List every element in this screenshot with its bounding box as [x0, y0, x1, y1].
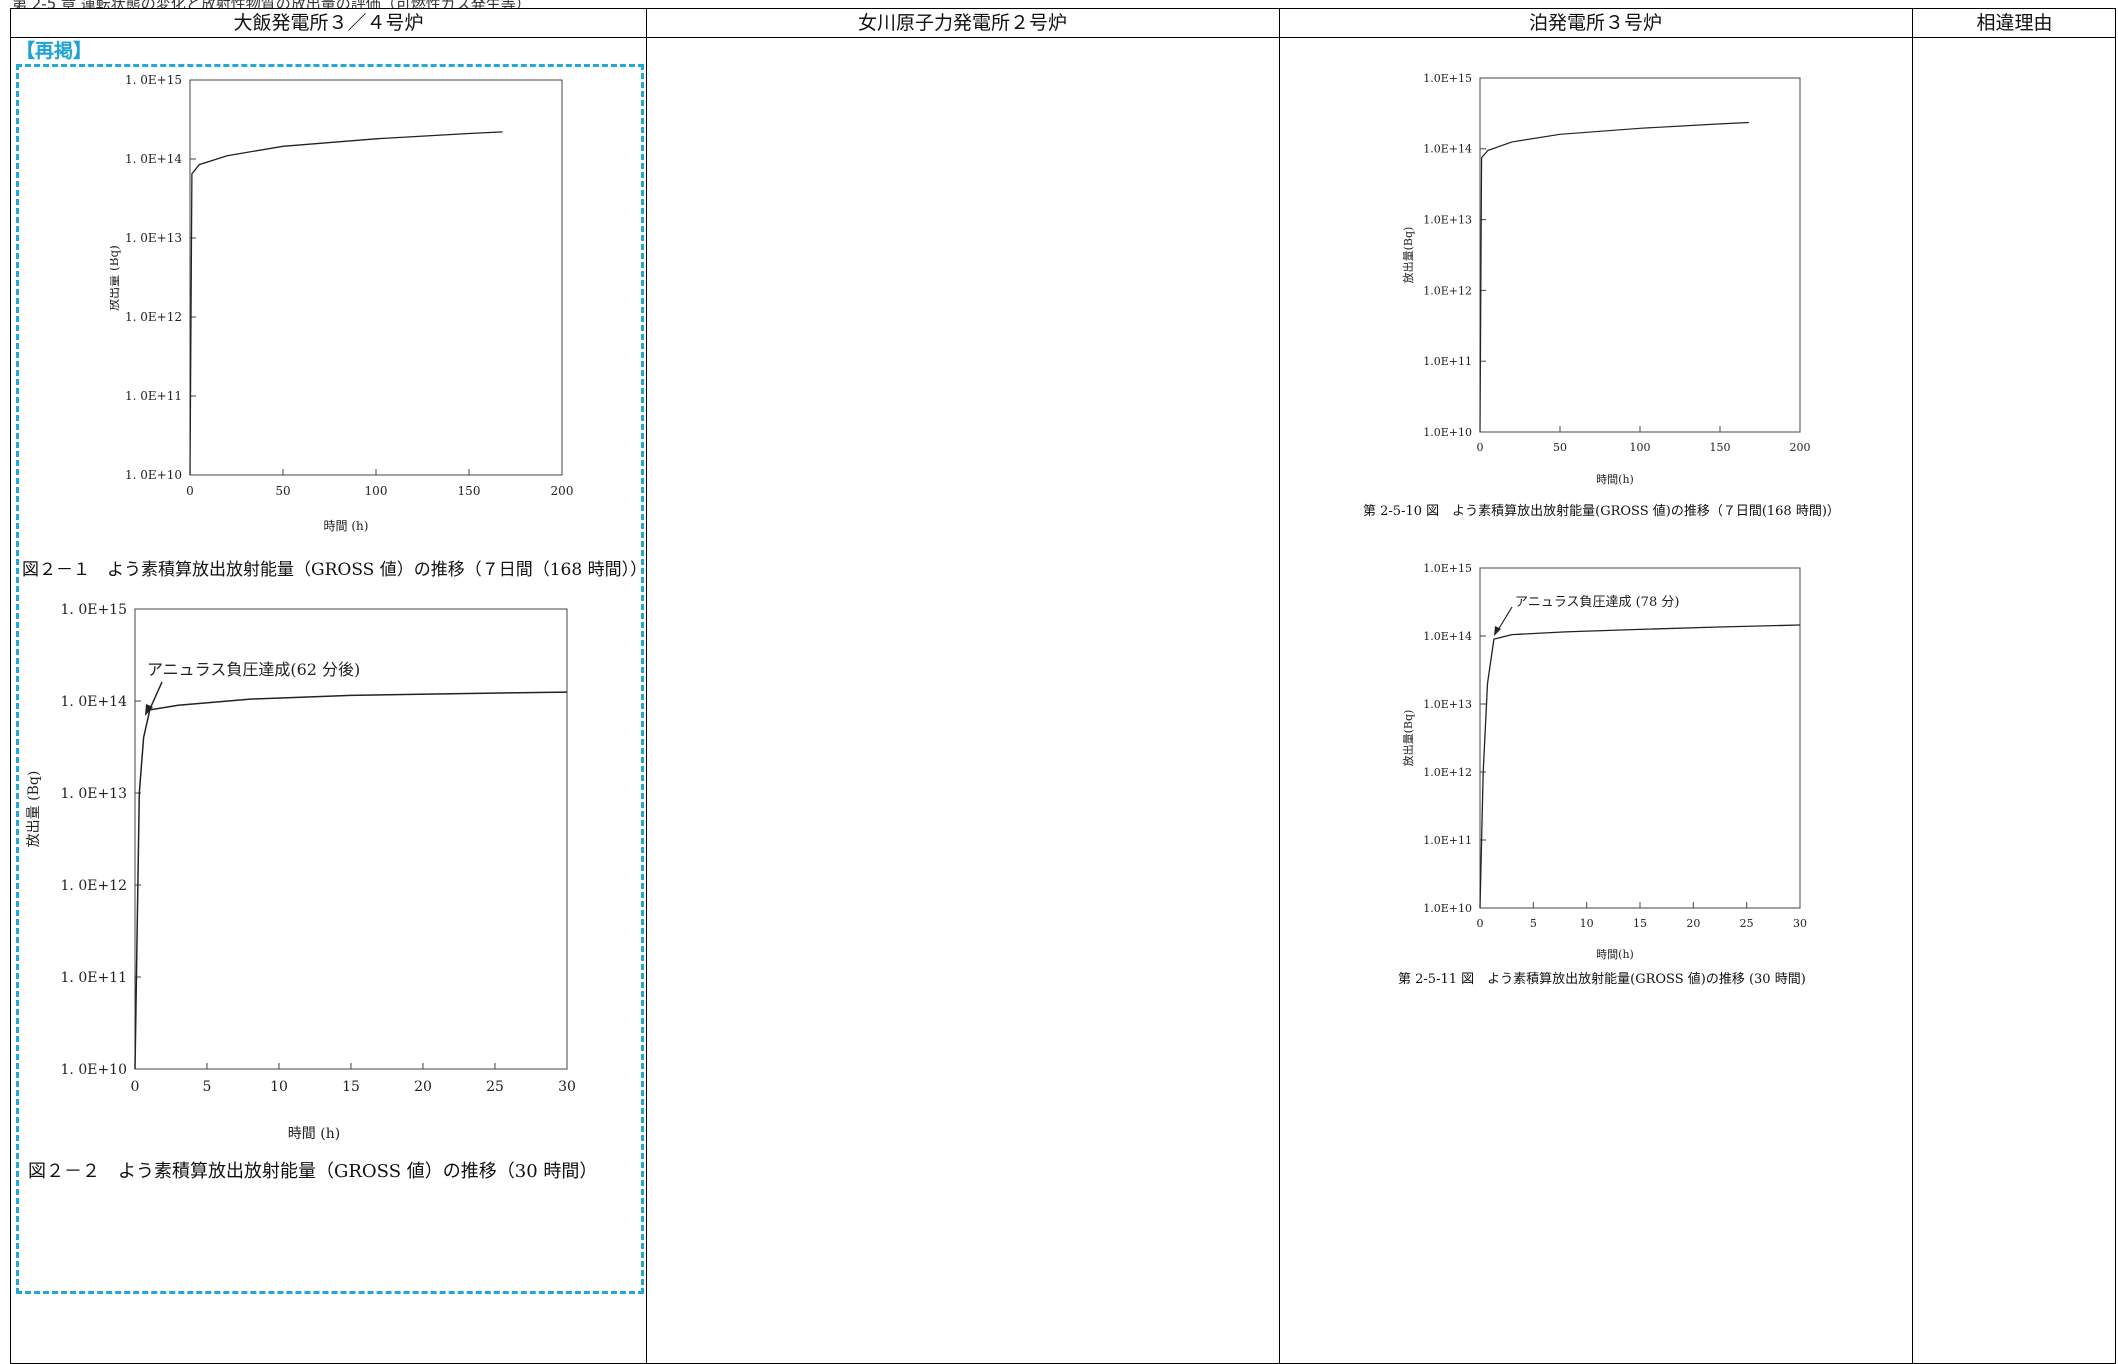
y-axis-label: 放出量 (Bq) [110, 245, 121, 311]
y-tick-label: 1.0E+11 [1423, 834, 1472, 847]
column-divider [646, 9, 647, 1363]
y-tick-label: 1. 0E+14 [125, 152, 182, 166]
y-tick-label: 1. 0E+15 [125, 73, 182, 87]
y-tick-label: 1. 0E+11 [61, 970, 127, 986]
y-axis-label: 放出量 (Bq) [26, 771, 42, 848]
series-line [134, 691, 568, 1070]
chart-tomari-7days: 1.0E+10 1.0E+11 1.0E+12 1.0E+13 1.0E+14 1.0E+… [1401, 72, 1811, 486]
chart-ohi-7days: 1. 0E+10 1. 0E+11 1. 0E+12 1. 0E+13 1. 0E+14… [110, 73, 574, 533]
x-tick-label: 30 [558, 1079, 576, 1095]
x-tick-label: 5 [203, 1079, 212, 1095]
y-tick-label: 1. 0E+14 [61, 694, 128, 710]
column-divider [1912, 9, 1913, 1363]
header-onagawa: 女川原子力発電所２号炉 [857, 12, 1067, 34]
y-tick-label: 1.0E+12 [1423, 284, 1472, 297]
x-tick-label: 200 [551, 484, 574, 498]
y-tick-label: 1. 0E+10 [125, 468, 182, 482]
repost-frame [16, 64, 644, 1294]
y-tick-label: 1. 0E+13 [125, 231, 182, 245]
annotation-arrowhead [145, 704, 153, 716]
chart-tomari-30h: 1.0E+10 1.0E+11 1.0E+12 1.0E+13 1.0E+14 1.0E+… [1401, 562, 1807, 961]
x-axis-label: 時間(h) [1596, 948, 1634, 961]
y-tick-label: 1.0E+13 [1423, 213, 1472, 226]
y-axis-label: 放出量(Bq) [1401, 710, 1415, 767]
y-tick-label: 1. 0E+10 [61, 1062, 127, 1078]
x-tick-label: 15 [342, 1079, 360, 1095]
x-tick-label: 150 [458, 484, 481, 498]
y-tick-label: 1.0E+10 [1423, 902, 1472, 915]
y-tick-label: 1. 0E+12 [61, 878, 127, 894]
y-tick-label: 1.0E+13 [1423, 698, 1472, 711]
x-tick-label: 0 [1477, 441, 1484, 454]
x-tick-label: 20 [1686, 917, 1700, 930]
y-tick-label: 1.0E+11 [1423, 355, 1472, 368]
y-tick-label: 1.0E+14 [1423, 143, 1472, 156]
caption-tomari-30h: 第 2-5-11 図 よう素積算放出放射能量(GROSS 値)の推移 (30 時… [1398, 972, 1806, 987]
page-top-note: 第 2-5 章 運転状態の変化と放射性物質の放出量の評価（可燃性ガス発生等） [12, 0, 531, 8]
x-axis-label: 時間 (h) [324, 519, 369, 533]
header-tomari: 泊発電所３号炉 [1528, 12, 1662, 34]
x-tick-label: 0 [186, 484, 194, 498]
x-tick-label: 100 [1630, 441, 1651, 454]
y-tick-label: 1.0E+15 [1423, 562, 1472, 575]
y-tick-label: 1.0E+15 [1423, 72, 1472, 85]
caption-tomari-7days: 第 2-5-10 図 よう素積算放出放射能量(GROSS 値)の推移（７日間(1… [1363, 504, 1840, 519]
y-tick-label: 1.0E+10 [1423, 426, 1472, 439]
x-tick-label: 10 [270, 1079, 288, 1095]
header-reason: 相違理由 [1976, 12, 2053, 34]
annotation-arrowhead [1494, 626, 1501, 636]
x-tick-label: 10 [1580, 917, 1594, 930]
series-line [1479, 624, 1801, 909]
x-tick-label: 100 [365, 484, 388, 498]
x-tick-label: 0 [131, 1079, 140, 1095]
caption-ohi-7days: 図２－１ よう素積算放出放射能量（GROSS 値）の推移（７日間（168 時間）… [22, 560, 648, 580]
y-tick-label: 1. 0E+11 [125, 389, 182, 403]
x-tick-label: 150 [1710, 441, 1731, 454]
y-tick-label: 1. 0E+12 [125, 310, 182, 324]
series-line [1479, 121, 1749, 433]
y-axis-label: 放出量(Bq) [1401, 227, 1415, 284]
y-tick-label: 1.0E+12 [1423, 766, 1472, 779]
annotation-annulus: アニュラス負圧達成(62 分後) [147, 660, 360, 679]
chart-ohi-30h: 1. 0E+10 1. 0E+11 1. 0E+12 1. 0E+13 1. 0E+14… [26, 602, 576, 1142]
y-tick-label: 1. 0E+13 [61, 786, 127, 802]
y-tick-label: 1. 0E+15 [61, 602, 127, 618]
x-tick-label: 30 [1793, 917, 1807, 930]
x-tick-label: 25 [1740, 917, 1754, 930]
series-line [189, 131, 503, 476]
x-tick-label: 50 [275, 484, 290, 498]
x-tick-label: 15 [1633, 917, 1647, 930]
caption-ohi-30h: 図２－２ よう素積算放出放射能量（GROSS 値）の推移（30 時間） [28, 1161, 598, 1182]
annotation-arrow [148, 681, 163, 712]
x-tick-label: 200 [1790, 441, 1811, 454]
column-divider [1279, 9, 1280, 1363]
header-ohi: 大飯発電所３／４号炉 [233, 12, 424, 34]
annotation-annulus: アニュラス負圧達成 (78 分) [1515, 595, 1679, 610]
x-tick-label: 20 [414, 1079, 432, 1095]
annotation-arrow [1497, 606, 1513, 631]
x-tick-label: 5 [1530, 917, 1537, 930]
x-tick-label: 0 [1477, 917, 1484, 930]
repost-tag: 【再掲】 [16, 40, 93, 62]
x-axis-label: 時間 (h) [288, 1126, 340, 1142]
x-tick-label: 50 [1553, 441, 1567, 454]
x-axis-label: 時間(h) [1596, 473, 1634, 486]
header-divider [11, 37, 2115, 38]
y-tick-label: 1.0E+14 [1423, 630, 1472, 643]
x-tick-label: 25 [486, 1079, 504, 1095]
